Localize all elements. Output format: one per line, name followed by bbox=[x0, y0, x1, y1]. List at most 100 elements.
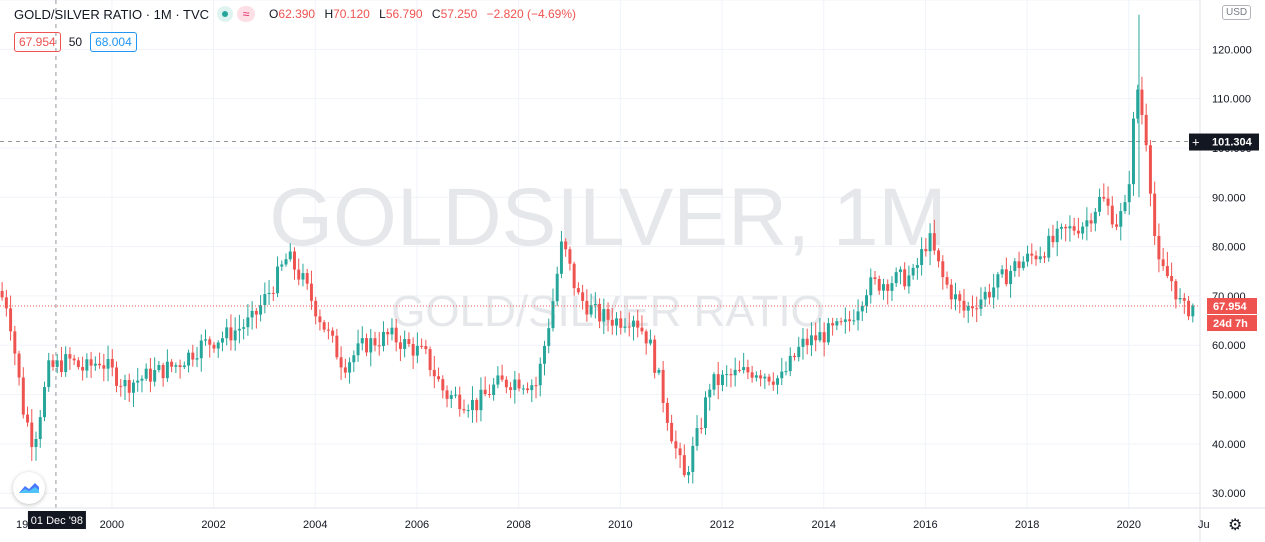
candle-body bbox=[59, 360, 63, 373]
close-value: 57.250 bbox=[440, 7, 478, 21]
candle-body bbox=[191, 352, 195, 360]
candle-body bbox=[38, 417, 42, 440]
candle-body bbox=[365, 338, 369, 353]
candle-body bbox=[780, 371, 784, 379]
candle-body bbox=[470, 399, 474, 411]
candle-body bbox=[848, 319, 852, 322]
candle-body bbox=[93, 363, 97, 366]
candle-body bbox=[903, 269, 907, 287]
candle-body bbox=[348, 362, 352, 373]
x-tick-label: 2012 bbox=[710, 519, 734, 531]
candle-body bbox=[691, 445, 695, 473]
candle-body bbox=[373, 338, 377, 346]
candle-body bbox=[750, 372, 754, 378]
candle-body bbox=[746, 367, 750, 373]
candle-body bbox=[394, 327, 398, 343]
candle-body bbox=[979, 299, 983, 309]
candle-body bbox=[204, 339, 207, 341]
candle-body bbox=[890, 283, 894, 291]
x-tick-label: 2014 bbox=[811, 519, 835, 531]
ohlc-readout: O62.390 H70.120 L56.790 C57.250 −2.820 (… bbox=[269, 7, 577, 21]
candle-body bbox=[81, 367, 85, 371]
indicator-period: 50 bbox=[68, 35, 83, 49]
candle-body bbox=[958, 294, 962, 301]
candle-body bbox=[1165, 266, 1169, 277]
candle-body bbox=[771, 381, 775, 385]
candle-body bbox=[305, 273, 309, 284]
countdown-label-bg bbox=[1207, 315, 1257, 332]
candle-body bbox=[865, 295, 869, 306]
candle-body bbox=[1148, 145, 1152, 194]
indicator-left-value[interactable]: 67.954 bbox=[14, 32, 61, 52]
candle-body bbox=[1089, 220, 1093, 224]
candle-body bbox=[492, 384, 496, 396]
candle-body bbox=[970, 306, 974, 309]
candle-body bbox=[572, 263, 576, 289]
currency-badge[interactable]: USD bbox=[1222, 5, 1252, 20]
candle-body bbox=[623, 326, 627, 328]
candle-body bbox=[144, 368, 148, 379]
candle-body bbox=[403, 339, 407, 349]
candle-body bbox=[1174, 281, 1178, 300]
candle-body bbox=[51, 360, 55, 367]
candle-body bbox=[898, 269, 902, 273]
candle-body bbox=[831, 323, 835, 326]
candle-body bbox=[1144, 114, 1148, 146]
candle-body bbox=[1170, 276, 1174, 282]
candle-body bbox=[615, 318, 619, 326]
candle-body bbox=[1115, 224, 1119, 227]
candle-body bbox=[64, 354, 68, 373]
candle-body bbox=[140, 378, 144, 381]
candle-body bbox=[1047, 235, 1051, 258]
candle-body bbox=[670, 422, 674, 442]
candle-body bbox=[1157, 235, 1161, 260]
candle-body bbox=[513, 379, 517, 390]
candle-body bbox=[534, 385, 538, 387]
candle-body bbox=[115, 367, 119, 386]
crosshair-time-label-bg bbox=[27, 511, 86, 529]
candle-body bbox=[551, 301, 555, 329]
candle-body bbox=[627, 326, 631, 328]
indicator-right-value[interactable]: 68.004 bbox=[90, 32, 137, 52]
candle-body bbox=[920, 249, 924, 266]
x-tick-label: 2010 bbox=[608, 519, 632, 531]
candle-body bbox=[589, 305, 593, 315]
candle-body bbox=[165, 361, 169, 379]
approx-icon[interactable]: ≈ bbox=[237, 6, 256, 22]
candle-body bbox=[437, 376, 441, 380]
candle-body bbox=[1068, 226, 1072, 229]
gear-icon[interactable]: ⚙ bbox=[1228, 517, 1243, 534]
symbol-title[interactable]: GOLD/SILVER RATIO · 1M · TVC bbox=[14, 6, 210, 22]
candle-body bbox=[314, 300, 318, 317]
candle-body bbox=[1098, 196, 1102, 212]
candle-body bbox=[136, 380, 140, 383]
candle-body bbox=[1187, 300, 1191, 317]
candle-body bbox=[242, 327, 246, 329]
candle-body bbox=[43, 387, 46, 418]
candle-body bbox=[13, 331, 17, 354]
candle-body bbox=[420, 345, 424, 347]
candle-body bbox=[26, 414, 30, 423]
candle-body bbox=[619, 318, 623, 328]
x-tick-label: 2018 bbox=[1015, 519, 1039, 531]
candle-body bbox=[543, 345, 546, 364]
candle-body bbox=[886, 284, 890, 291]
candle-body bbox=[788, 355, 792, 372]
candle-body bbox=[945, 277, 949, 285]
tradingview-logo-icon[interactable] bbox=[13, 472, 45, 504]
candle-body bbox=[127, 380, 131, 393]
candle-body bbox=[521, 388, 525, 390]
x-tick-label: 2004 bbox=[303, 519, 327, 531]
candle-body bbox=[733, 369, 737, 376]
candle-body bbox=[1123, 202, 1127, 212]
candle-body bbox=[712, 374, 716, 390]
candle-body bbox=[975, 308, 979, 310]
candle-body bbox=[682, 455, 686, 476]
candle-body bbox=[699, 428, 703, 430]
candle-body bbox=[869, 277, 873, 296]
candle-body bbox=[1102, 196, 1106, 199]
candle-body bbox=[98, 363, 102, 366]
countdown-label: 24d 7h bbox=[1213, 318, 1248, 330]
y-tick-label: 120.000 bbox=[1212, 44, 1252, 56]
